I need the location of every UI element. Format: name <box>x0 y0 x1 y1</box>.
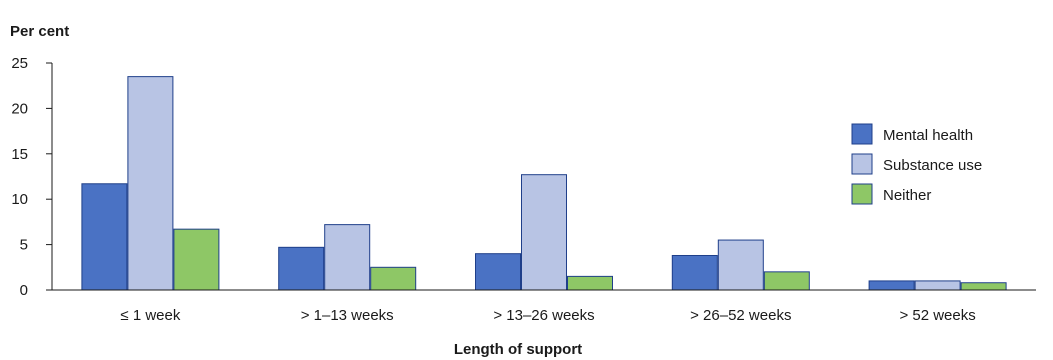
bar-substance-use <box>521 174 567 291</box>
bars <box>81 76 1007 291</box>
legend-label: Substance use <box>883 157 982 174</box>
legend: Mental health Substance use Neither <box>851 123 982 205</box>
bar-neither <box>567 275 613 291</box>
x-tick-label: > 26–52 weeks <box>690 307 791 324</box>
x-axis-title: Length of support <box>454 341 582 358</box>
bar-mental-health <box>671 254 718 291</box>
bar-substance-use <box>324 224 371 291</box>
y-tick-label: 25 <box>11 55 28 72</box>
x-tick-label: ≤ 1 week <box>120 307 180 324</box>
bar-substance-use <box>914 280 961 291</box>
legend-swatch <box>851 153 873 175</box>
bar-mental-health <box>868 280 915 291</box>
y-axis: 0 5 10 15 20 25 <box>11 55 53 299</box>
legend-swatch <box>851 123 873 145</box>
legend-swatch <box>851 183 873 205</box>
bar-neither <box>960 282 1007 291</box>
bar-neither <box>173 228 220 291</box>
bar-mental-health <box>81 183 128 291</box>
legend-label: Mental health <box>883 127 973 144</box>
x-tick-label: > 52 weeks <box>899 307 975 324</box>
y-tick-label: 0 <box>20 282 28 299</box>
x-tick-label: > 1–13 weeks <box>301 307 394 324</box>
bar-neither <box>370 266 417 291</box>
x-tick-label: > 13–26 weeks <box>493 307 594 324</box>
y-tick-label: 5 <box>20 237 28 254</box>
bar-mental-health <box>475 253 521 291</box>
y-tick-label: 15 <box>11 146 28 163</box>
y-axis-title: Per cent <box>10 23 69 40</box>
bar-mental-health <box>278 246 325 291</box>
bar-substance-use <box>717 239 764 291</box>
bar-substance-use <box>127 76 174 291</box>
x-axis: ≤ 1 week > 1–13 weeks > 13–26 weeks > 26–52… <box>52 289 1036 324</box>
y-tick-label: 20 <box>11 100 28 117</box>
legend-label: Neither <box>883 187 931 204</box>
bar-neither <box>763 271 810 291</box>
y-tick-label: 10 <box>11 191 28 208</box>
